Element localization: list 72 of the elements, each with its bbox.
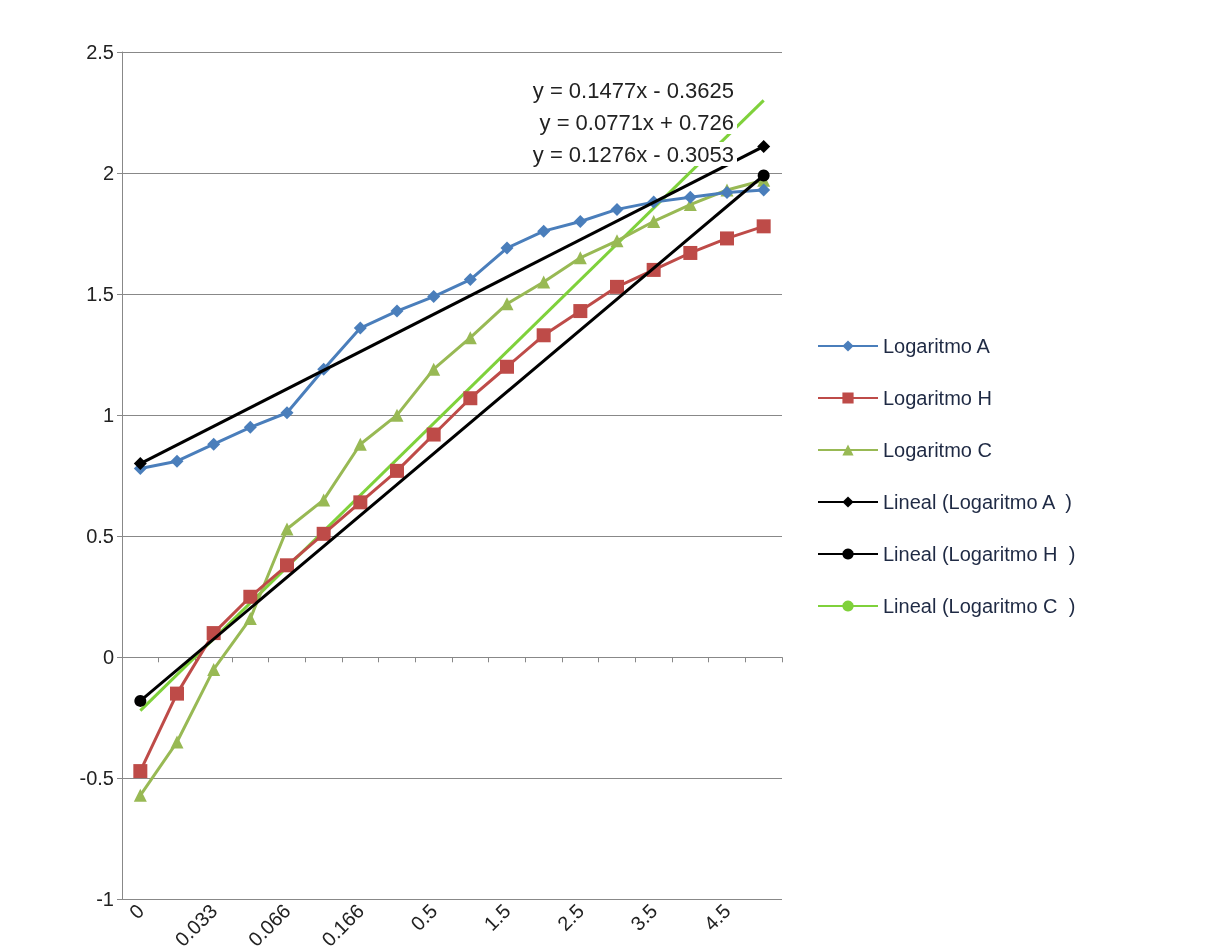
point [573, 304, 588, 319]
point [170, 454, 184, 468]
y-tick-label: 2.5 [86, 41, 114, 63]
point [317, 493, 331, 507]
legend-label: Lineal (Logaritmo H ) [883, 543, 1076, 565]
y-tick-label: 1.5 [86, 283, 114, 306]
point [537, 275, 551, 289]
point [500, 241, 514, 255]
annotation: y = 0.0771x + 0.726 [539, 109, 735, 135]
point [426, 427, 441, 442]
legend-label: Lineal (Logaritmo C ) [883, 595, 1076, 617]
point [573, 214, 587, 228]
point [610, 202, 624, 216]
x-tick-label: 0 [124, 899, 149, 924]
point [280, 522, 294, 536]
y-tick-label: 2 [102, 162, 114, 185]
point [353, 321, 367, 335]
point [207, 662, 221, 676]
x-tick-label: 0.5 [406, 899, 442, 935]
point [280, 406, 294, 420]
point [133, 788, 147, 802]
y-tick-label: 0.5 [86, 525, 114, 548]
point [353, 495, 368, 510]
point [243, 589, 258, 604]
x-tick-label: 3.5 [626, 899, 662, 935]
point [537, 224, 551, 238]
y-tick-label: 1 [102, 404, 114, 427]
point [133, 457, 147, 471]
point [720, 231, 734, 246]
point [427, 290, 441, 304]
point [500, 359, 514, 374]
point [647, 214, 661, 228]
point [573, 251, 587, 265]
point [316, 526, 331, 541]
point [757, 139, 771, 153]
point [610, 234, 624, 248]
y-tick-label: 0 [102, 646, 114, 669]
annotation: y = 0.1477x - 0.3625 [532, 77, 734, 103]
y-tick-label: -1 [96, 888, 114, 911]
x-tick-label: 4.5 [699, 899, 735, 935]
point [757, 169, 770, 182]
point [536, 328, 551, 343]
y-tick-label: -0.5 [79, 767, 114, 790]
x-tick-label: 2.5 [552, 899, 589, 935]
point [427, 362, 441, 376]
annotation: y = 0.1276x - 0.3053 [532, 141, 734, 167]
point [463, 331, 477, 345]
point [463, 273, 477, 287]
point [500, 297, 514, 311]
point [243, 612, 257, 626]
point [207, 437, 221, 451]
point [134, 694, 147, 707]
legend-label: Logaritmo C [883, 439, 992, 461]
point [390, 304, 404, 318]
legend-label: Logaritmo H [883, 387, 992, 409]
point [756, 219, 771, 234]
point [390, 408, 404, 422]
point [170, 735, 184, 749]
point [683, 190, 697, 204]
point [610, 279, 624, 294]
legend-label: Logaritmo A [883, 335, 991, 357]
point [243, 420, 257, 434]
point [683, 245, 698, 260]
point [463, 391, 478, 406]
point [757, 183, 771, 197]
point [133, 764, 148, 779]
legend-label: Lineal (Logaritmo A ) [883, 491, 1072, 513]
point [170, 686, 184, 701]
point [353, 437, 367, 451]
x-tick-label: 1.5 [479, 899, 515, 935]
point [280, 558, 294, 573]
point [390, 463, 404, 478]
